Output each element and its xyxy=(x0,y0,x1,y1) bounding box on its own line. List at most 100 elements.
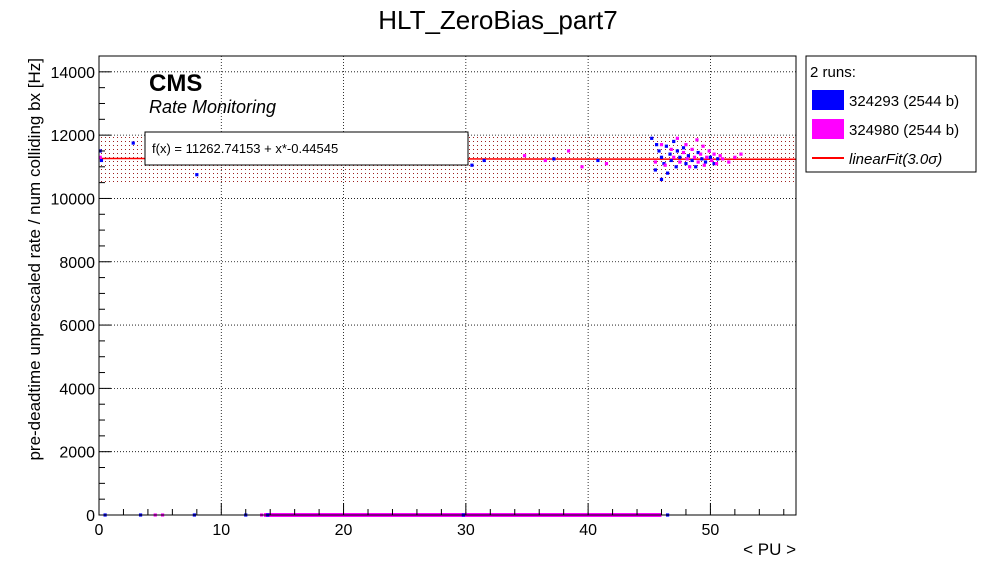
data-point-2 xyxy=(688,165,692,169)
chart-title: HLT_ZeroBias_part7 xyxy=(378,5,617,35)
data-point-2 xyxy=(566,149,571,153)
data-point-1 xyxy=(672,139,676,144)
data-point-2 xyxy=(522,154,527,158)
data-point-1 xyxy=(708,155,713,159)
rate-monitoring-label: Rate Monitoring xyxy=(149,97,276,117)
x-tick-label: 0 xyxy=(95,522,104,539)
data-point-1 xyxy=(657,149,661,153)
legend: 2 runs: 324293 (2544 b) 324980 (2544 b) li… xyxy=(805,55,977,173)
fit-formula-box: f(x) = 11262.74153 + x*-0.44545 xyxy=(144,131,469,166)
x-tick-label: 50 xyxy=(702,522,720,539)
data-point-2 xyxy=(684,143,688,147)
data-point-1 xyxy=(668,152,672,156)
axis-ticks: 0 10 20 30 40 50 0 2000 4000 6000 8000 10000 12000 14… xyxy=(51,55,785,539)
data-point-1 xyxy=(650,136,654,140)
x-tick-label: 10 xyxy=(212,522,230,539)
data-point-2 xyxy=(678,160,682,164)
cms-label: CMS xyxy=(149,70,202,97)
data-point-2 xyxy=(718,154,722,158)
data-point-1 xyxy=(716,157,720,161)
y-tick-label: 12000 xyxy=(51,128,96,145)
data-points xyxy=(98,136,743,517)
y-tick-label: 10000 xyxy=(51,191,96,208)
data-point-1 xyxy=(659,177,664,182)
data-point-2 xyxy=(580,165,584,169)
y-tick-label: 2000 xyxy=(59,445,95,462)
y-tick-label: 14000 xyxy=(51,65,96,82)
data-point-1 xyxy=(694,165,698,169)
x-tick-label: 20 xyxy=(335,522,353,539)
data-point-1 xyxy=(712,162,716,166)
data-point-2 xyxy=(699,152,703,156)
legend-swatch xyxy=(812,119,844,139)
data-point-1 xyxy=(700,157,704,161)
data-point-1 xyxy=(131,141,135,145)
fit-formula: f(x) = 11262.74153 + x*-0.44545 xyxy=(152,141,338,156)
data-point-2 xyxy=(659,143,664,147)
data-point-1 xyxy=(99,158,104,163)
y-tick-label: 8000 xyxy=(59,255,95,272)
y-axis-title: pre-deadtime unprescaled rate / num coll… xyxy=(25,58,44,461)
data-point-2 xyxy=(712,152,716,156)
data-point-1 xyxy=(596,158,600,163)
data-point-2 xyxy=(685,157,689,161)
data-point-2 xyxy=(690,147,694,151)
data-point-2 xyxy=(653,160,657,164)
legend-header: 2 runs: xyxy=(810,64,856,81)
data-point-1 xyxy=(659,155,664,159)
legend-label: linearFit(3.0σ) xyxy=(849,151,942,168)
data-point-1 xyxy=(655,143,659,147)
data-point-2 xyxy=(739,152,743,156)
data-point-2 xyxy=(604,162,609,166)
data-point-2 xyxy=(695,138,699,142)
data-point-1 xyxy=(482,158,486,163)
data-point-2 xyxy=(733,155,737,159)
legend-label: 324293 (2544 b) xyxy=(849,93,959,110)
data-point-2 xyxy=(721,157,725,161)
x-tick-label: 30 xyxy=(457,522,475,539)
data-point-1 xyxy=(684,162,688,166)
data-point-1 xyxy=(690,158,694,163)
legend-entries: 324293 (2544 b) 324980 (2544 b) linearFit(… xyxy=(812,90,959,168)
data-point-1 xyxy=(552,157,556,161)
data-point-1 xyxy=(678,155,682,159)
data-point-2 xyxy=(669,147,673,151)
data-point-2 xyxy=(672,155,676,159)
data-point-2 xyxy=(705,155,709,159)
y-tick-label: 6000 xyxy=(59,318,95,335)
data-point-2 xyxy=(696,160,700,164)
data-point-2 xyxy=(707,149,711,153)
data-point-1 xyxy=(674,165,678,169)
legend-swatch xyxy=(812,90,844,110)
data-point-1 xyxy=(470,163,474,167)
data-point-2 xyxy=(702,163,706,167)
data-point-2 xyxy=(714,162,719,166)
data-point-1 xyxy=(669,158,673,163)
plot-frame xyxy=(98,55,797,516)
data-point-1 xyxy=(653,168,657,172)
legend-label: 324980 (2544 b) xyxy=(849,122,959,139)
data-point-1 xyxy=(666,171,670,175)
y-tick-label: 0 xyxy=(86,508,95,525)
data-point-2 xyxy=(701,144,705,148)
data-point-1 xyxy=(675,149,679,153)
x-axis-title: < PU > xyxy=(743,540,796,559)
grid xyxy=(98,56,796,516)
data-point-1 xyxy=(681,146,686,150)
data-point-2 xyxy=(727,160,731,164)
data-point-2 xyxy=(710,158,714,163)
y-tick-label: 4000 xyxy=(59,381,95,398)
data-point-2 xyxy=(692,155,697,159)
data-point-2 xyxy=(663,163,667,167)
data-point-2 xyxy=(675,136,679,140)
data-point-1 xyxy=(696,150,700,155)
data-point-2 xyxy=(681,150,686,155)
data-point-2 xyxy=(543,158,547,163)
data-point-1 xyxy=(686,154,690,158)
data-point-1 xyxy=(703,160,708,164)
data-point-2 xyxy=(98,155,102,159)
data-point-1 xyxy=(195,173,199,177)
data-point-1 xyxy=(664,144,668,148)
x-tick-label: 40 xyxy=(579,522,597,539)
